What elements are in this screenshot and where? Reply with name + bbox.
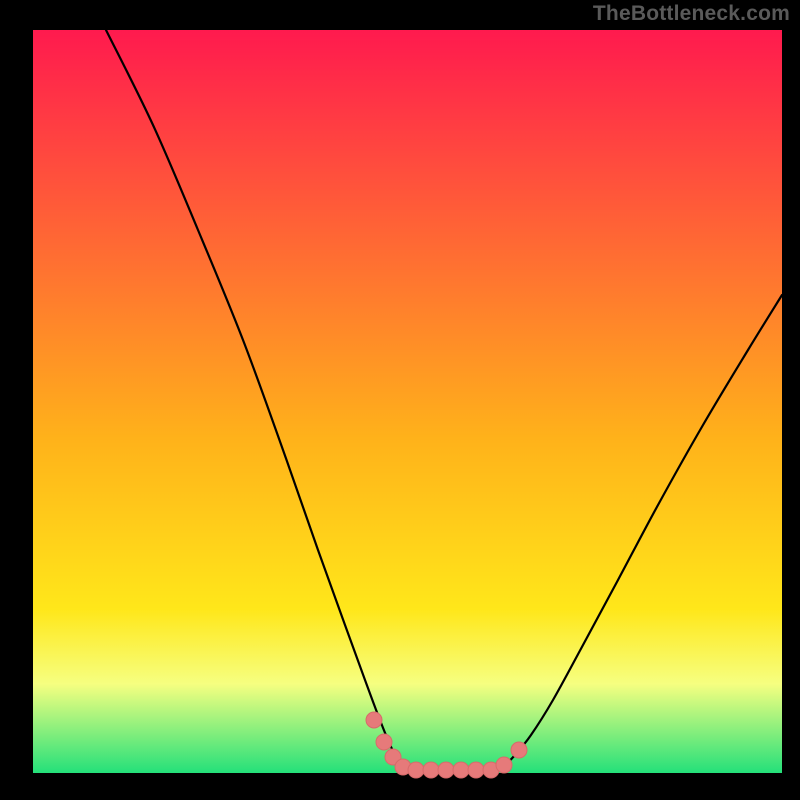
- chart-svg: [0, 0, 800, 800]
- data-marker: [496, 757, 512, 773]
- data-marker: [468, 762, 484, 778]
- data-marker: [376, 734, 392, 750]
- bottleneck-curve: [106, 30, 782, 770]
- data-marker: [423, 762, 439, 778]
- data-marker: [453, 762, 469, 778]
- data-marker: [408, 762, 424, 778]
- data-marker: [511, 742, 527, 758]
- data-marker: [366, 712, 382, 728]
- chart-frame: TheBottleneck.com: [0, 0, 800, 800]
- data-marker: [438, 762, 454, 778]
